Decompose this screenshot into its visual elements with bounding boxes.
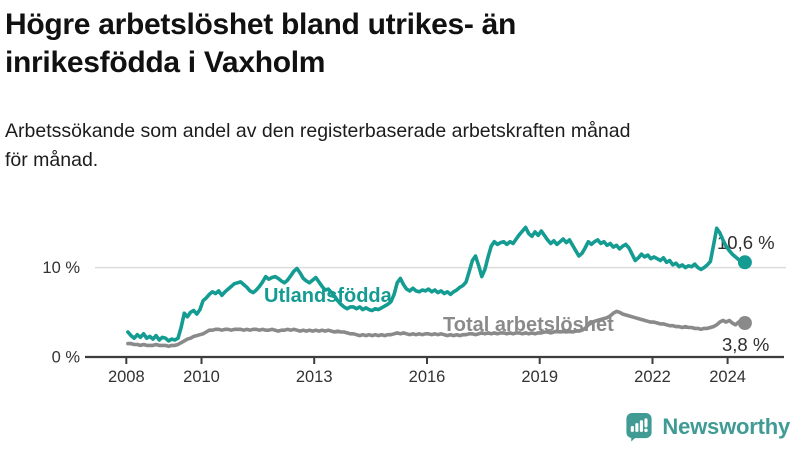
logo-bar-chart-icon bbox=[631, 418, 649, 433]
title-line-2: inrikesfödda i Vaxholm bbox=[5, 46, 326, 79]
x-tick-label: 2024 bbox=[709, 368, 746, 386]
subtitle-line-2: för månad. bbox=[5, 149, 99, 171]
utlandsfodda-end-dot bbox=[737, 255, 752, 270]
logo-bubble-tail bbox=[631, 435, 639, 442]
x-axis-ticks: 2008 2010 2013 2016 2019 2022 2024 bbox=[108, 357, 746, 386]
title-line-1: Högre arbetslöshet bland utrikes- än bbox=[5, 8, 516, 41]
newsworthy-logo-text: Newsworthy bbox=[662, 413, 790, 439]
x-tick-label: 2010 bbox=[183, 368, 220, 386]
newsworthy-logo-icon bbox=[626, 412, 652, 442]
utlandsfodda-value-label: 10,6 % bbox=[717, 232, 775, 253]
total-end-dot bbox=[737, 316, 752, 330]
total-series-label: Total arbetslöshet bbox=[443, 314, 614, 336]
page-title: Högre arbetslöshet bland utrikes- än inr… bbox=[5, 6, 745, 82]
x-tick-label: 2008 bbox=[108, 368, 145, 386]
x-tick-label: 2019 bbox=[521, 368, 558, 386]
subtitle-line-1: Arbetssökande som andel av den registerb… bbox=[5, 120, 631, 142]
newsworthy-logo: Newsworthy bbox=[624, 411, 790, 442]
utlandsfodda-line bbox=[126, 225, 747, 343]
total-value-label: 3,8 % bbox=[722, 334, 769, 355]
y-axis-label-10: 10 % bbox=[42, 259, 80, 277]
utlandsfodda-series-label: Utlandsfödda bbox=[264, 285, 393, 307]
x-tick-label: 2013 bbox=[296, 368, 333, 386]
y-axis-label-0: 0 % bbox=[52, 349, 81, 367]
x-tick-label: 2022 bbox=[634, 368, 671, 386]
chart-subtitle: Arbetssökande som andel av den registerb… bbox=[5, 117, 795, 175]
total-arbetsloshet-line bbox=[126, 309, 747, 349]
logo-bubble bbox=[626, 412, 652, 439]
x-tick-label: 2016 bbox=[409, 368, 446, 386]
